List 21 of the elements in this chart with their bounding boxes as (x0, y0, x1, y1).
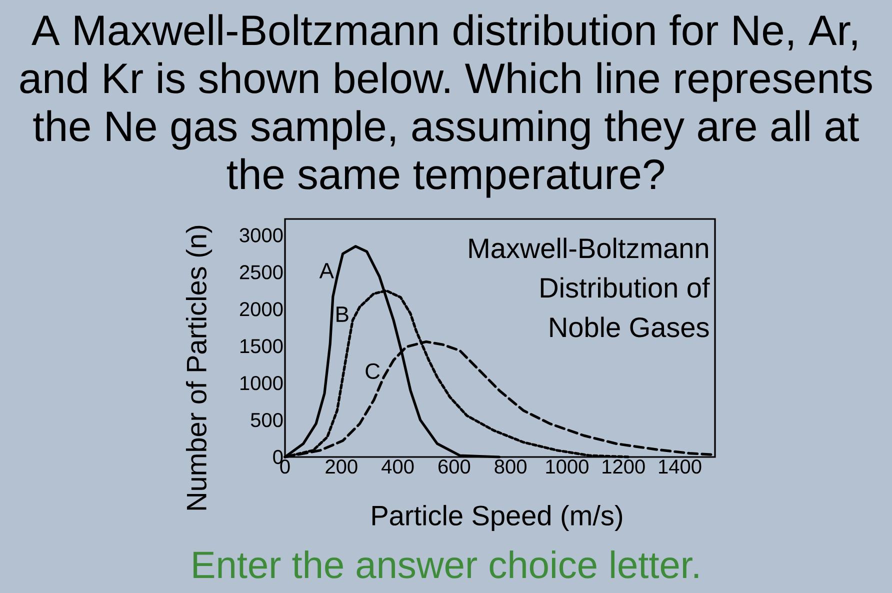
y-tick-label: 1500 (240, 339, 283, 354)
text: Maxwell-Boltzmann Distribution of Noble Gases (469, 238, 710, 338)
x-tick-label: 200 (326, 460, 358, 474)
y-tick-label: 2500 (240, 265, 283, 280)
annotation: C (366, 363, 380, 379)
x-tick-label: 1200 (602, 460, 645, 474)
text: Enter the answer choice letter. (194, 550, 698, 578)
annotation: A (319, 263, 334, 278)
y-axis-title: Number of Particles (n) (186, 226, 212, 510)
x-tick-label: 600 (438, 460, 470, 474)
y-tick-label: 500 (250, 412, 283, 428)
x-tick-label: 1400 (659, 460, 702, 474)
y-tick-label: 3000 (240, 228, 283, 242)
y-tick-label: 2000 (240, 302, 283, 316)
x-axis-title: Particle Speed (m/s) (372, 504, 622, 532)
y-tick-label: 1000 (240, 376, 283, 390)
annotation: B (336, 306, 348, 322)
x-tick-label: 1000 (546, 460, 588, 474)
x-tick-label: 400 (382, 460, 414, 474)
chart-title: A Maxwell-Boltzmann distribution for Ne, Ar, and Kr is shown below. Which line represents the Ne gas sample, assuming they are all at the same temperature? (20, 14, 872, 198)
x-tick-label: 800 (494, 460, 526, 474)
